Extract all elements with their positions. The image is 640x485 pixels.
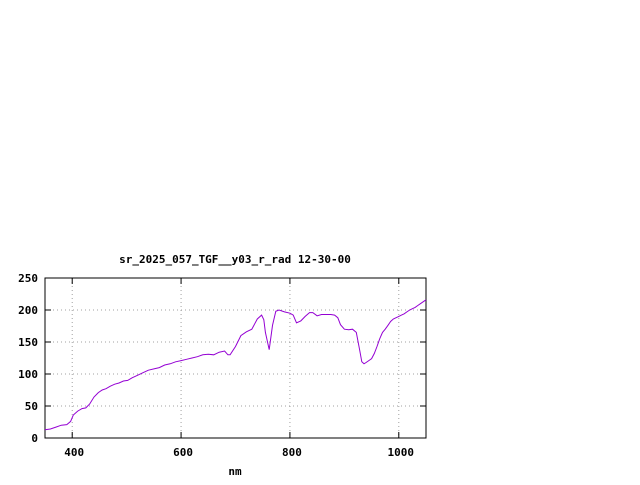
- y-tick-label: 100: [18, 368, 38, 381]
- y-tick-label: 50: [25, 400, 38, 413]
- x-tick-label: 600: [173, 446, 193, 459]
- y-tick-label: 150: [18, 336, 38, 349]
- series-line: [44, 299, 427, 431]
- plot-frame: [44, 277, 427, 439]
- y-tick-label: 200: [18, 304, 38, 317]
- y-tick-label: 0: [31, 432, 38, 445]
- y-tick-label: 250: [18, 272, 38, 285]
- grid-lines: [45, 278, 426, 438]
- chart-title: sr_2025_057_TGF__y03_r_rad 12-30-00: [119, 253, 351, 266]
- x-tick-label: 800: [282, 446, 302, 459]
- x-tick-label: 1000: [388, 446, 415, 459]
- x-tick-label: 400: [64, 446, 84, 459]
- x-axis-label: nm: [228, 465, 242, 478]
- axis-ticks: 0 50 100 150 200 250 400 600 800 1000: [18, 272, 426, 459]
